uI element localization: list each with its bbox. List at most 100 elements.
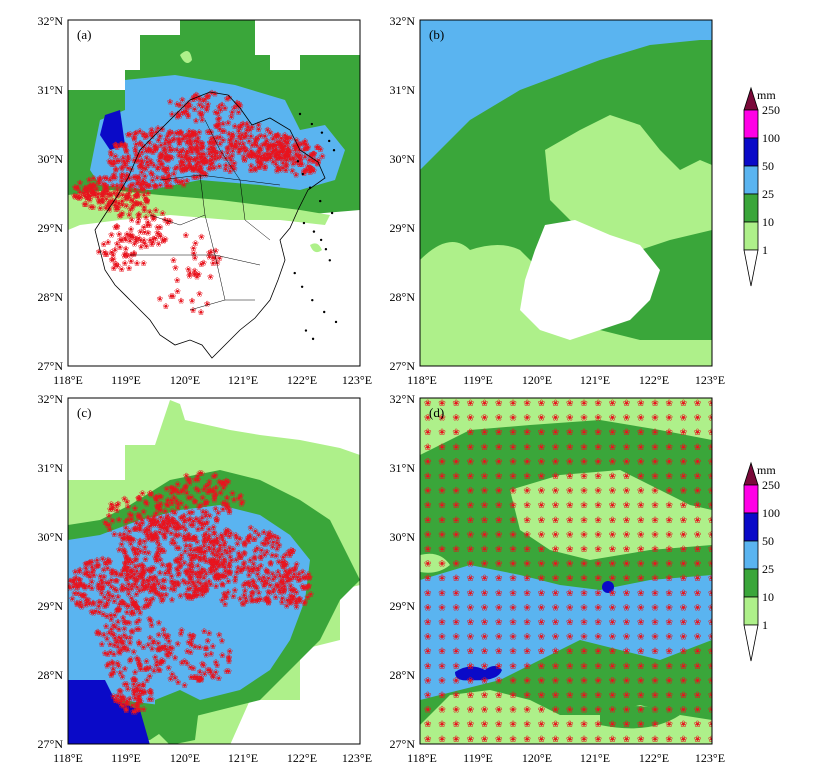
station-marker: ❀	[126, 264, 133, 273]
station-marker: ❀	[184, 475, 191, 484]
station-marker: ❀	[132, 708, 139, 717]
station-marker: ❀	[161, 154, 168, 163]
station-marker: ❀	[178, 658, 185, 667]
station-marker: ❀	[181, 657, 188, 666]
grid-marker: ❀	[623, 617, 631, 627]
grid-marker: ❀	[623, 471, 631, 481]
lon-tick: 121°E	[228, 373, 258, 387]
station-marker: ❀	[173, 163, 180, 172]
station-marker: ❀	[199, 158, 206, 167]
station-marker: ❀	[179, 167, 186, 176]
station-marker: ❀	[127, 573, 134, 582]
station-marker: ❀	[287, 599, 294, 608]
station-marker: ❀	[149, 129, 156, 138]
panel-b-label: (b)	[429, 27, 444, 42]
station-marker: ❀	[152, 234, 159, 243]
grid-marker: ❀	[538, 471, 546, 481]
station-marker: ❀	[160, 625, 167, 634]
station-marker: ❀	[232, 140, 239, 149]
grid-marker: ❀	[495, 661, 503, 671]
station-marker: ❀	[184, 110, 191, 119]
station-marker: ❀	[88, 608, 95, 617]
station-marker: ❀	[185, 99, 192, 108]
station-marker: ❀	[280, 145, 287, 154]
station-marker: ❀	[184, 594, 191, 603]
grid-marker: ❀	[665, 442, 673, 452]
station-marker: ❀	[166, 175, 173, 184]
station-marker: ❀	[168, 572, 175, 581]
lat-tick: 31°N	[390, 461, 416, 475]
station-marker: ❀	[196, 553, 203, 562]
station-marker: ❀	[140, 223, 147, 232]
station-marker: ❀	[278, 143, 285, 152]
station-marker: ❀	[148, 240, 155, 249]
station-marker: ❀	[211, 496, 218, 505]
station-marker: ❀	[215, 115, 222, 124]
station-marker: ❀	[118, 141, 125, 150]
station-marker: ❀	[264, 155, 271, 164]
station-marker: ❀	[119, 672, 126, 681]
station-marker: ❀	[110, 255, 117, 264]
grid-marker: ❀	[694, 734, 702, 744]
grid-marker: ❀	[623, 442, 631, 452]
station-marker: ❀	[180, 577, 187, 586]
station-marker: ❀	[118, 693, 125, 702]
station-marker: ❀	[153, 143, 160, 152]
grid-marker: ❀	[495, 427, 503, 437]
lon-tick: 120°E	[522, 373, 552, 387]
station-marker: ❀	[224, 95, 231, 104]
station-marker: ❀	[153, 182, 160, 191]
station-marker: ❀	[294, 151, 301, 160]
station-marker: ❀	[204, 665, 211, 674]
station-marker: ❀	[264, 142, 271, 151]
lat-tick: 28°N	[38, 290, 64, 304]
station-marker: ❀	[191, 554, 198, 563]
grid-marker: ❀	[637, 588, 645, 598]
station-marker: ❀	[187, 136, 194, 145]
station-marker: ❀	[311, 156, 318, 165]
station-marker: ❀	[163, 302, 170, 311]
station-marker: ❀	[184, 569, 191, 578]
station-marker: ❀	[196, 503, 203, 512]
lat-tick: 32°N	[38, 14, 64, 28]
station-marker: ❀	[134, 603, 141, 612]
station-marker: ❀	[240, 560, 247, 569]
grid-marker: ❀	[665, 544, 673, 554]
station-marker: ❀	[124, 497, 131, 506]
station-marker: ❀	[295, 595, 302, 604]
station-marker: ❀	[153, 143, 160, 152]
station-marker: ❀	[113, 222, 120, 231]
station-marker: ❀	[119, 637, 126, 646]
station-marker: ❀	[118, 598, 125, 607]
station-marker: ❀	[132, 525, 139, 534]
station-marker: ❀	[179, 108, 186, 117]
station-marker: ❀	[120, 613, 127, 622]
station-marker: ❀	[260, 573, 267, 582]
station-marker: ❀	[134, 174, 141, 183]
station-marker: ❀	[114, 186, 121, 195]
station-marker: ❀	[171, 582, 178, 591]
grid-marker: ❀	[523, 632, 531, 642]
station-marker: ❀	[175, 581, 182, 590]
station-marker: ❀	[127, 237, 134, 246]
station-marker: ❀	[118, 181, 125, 190]
grid-marker: ❀	[424, 573, 432, 583]
station-marker: ❀	[192, 643, 199, 652]
station-marker: ❀	[103, 182, 110, 191]
station-marker: ❀	[191, 130, 198, 139]
grid-marker: ❀	[481, 646, 489, 656]
station-marker: ❀	[169, 110, 176, 119]
station-marker: ❀	[117, 687, 124, 696]
station-marker: ❀	[107, 505, 114, 514]
station-marker: ❀	[166, 564, 173, 573]
station-marker: ❀	[109, 568, 116, 577]
station-marker: ❀	[241, 133, 248, 142]
station-marker: ❀	[289, 593, 296, 602]
grid-marker: ❀	[665, 573, 673, 583]
station-marker: ❀	[109, 160, 116, 169]
station-marker: ❀	[140, 143, 147, 152]
station-marker: ❀	[220, 499, 227, 508]
station-marker: ❀	[127, 566, 134, 575]
grid-marker: ❀	[481, 413, 489, 423]
station-marker: ❀	[247, 523, 254, 532]
